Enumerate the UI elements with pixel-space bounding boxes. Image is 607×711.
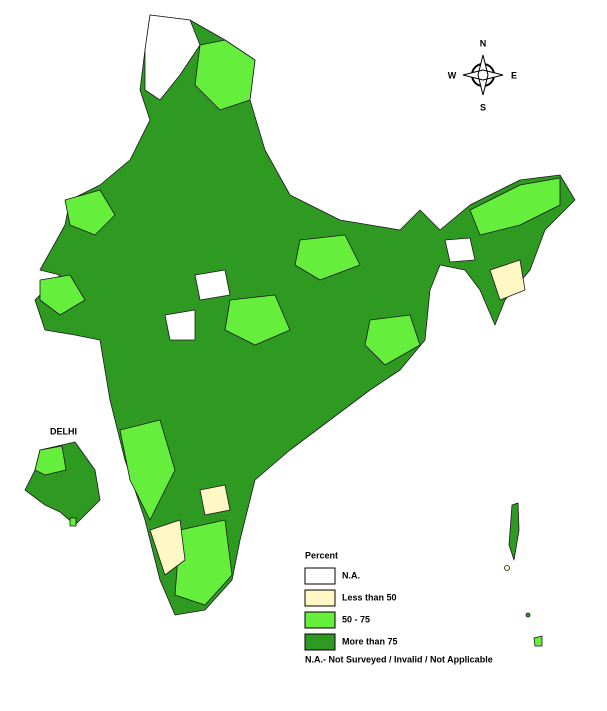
region [194, 39, 256, 111]
region [64, 189, 116, 236]
delhi-inset: DELHI [24, 426, 101, 527]
inset-label: DELHI [50, 426, 77, 436]
region-na [164, 309, 196, 341]
compass-e: E [511, 70, 517, 80]
legend-label: Less than 50 [342, 592, 397, 602]
region [199, 484, 231, 516]
islands [504, 502, 543, 647]
island [508, 502, 520, 561]
compass-s: S [480, 102, 486, 112]
legend-label: More than 75 [342, 636, 398, 646]
region [39, 274, 86, 316]
region [489, 259, 526, 301]
legend-label: N.A. [342, 570, 360, 580]
region [294, 234, 361, 281]
compass-needle [462, 54, 504, 96]
legend-swatch [304, 567, 336, 585]
region [149, 519, 186, 576]
compass-w: W [448, 70, 457, 80]
island [504, 565, 510, 571]
compass-n: N [480, 38, 487, 48]
note: N.A.- Not Surveyed / Invalid / Not Appli… [305, 654, 493, 664]
region [364, 314, 421, 366]
region [469, 177, 561, 236]
legend: Percent N.A. Less than 50 50 - 75 More than… [304, 550, 398, 651]
legend-title: Percent [305, 550, 338, 560]
legend-label: 50 - 75 [342, 614, 370, 624]
compass: N S E W [448, 38, 517, 112]
island [525, 612, 531, 618]
legend-swatch [304, 611, 336, 629]
region-na [144, 14, 201, 101]
region-na [444, 237, 476, 263]
legend-swatch [304, 589, 336, 607]
region [174, 519, 233, 606]
region [119, 419, 176, 521]
region-na [194, 269, 231, 301]
country-outline [34, 14, 576, 616]
region [69, 517, 77, 527]
india-map [34, 14, 576, 616]
region [224, 294, 291, 346]
island [533, 635, 543, 647]
region [34, 445, 67, 476]
legend-swatch [304, 633, 336, 651]
